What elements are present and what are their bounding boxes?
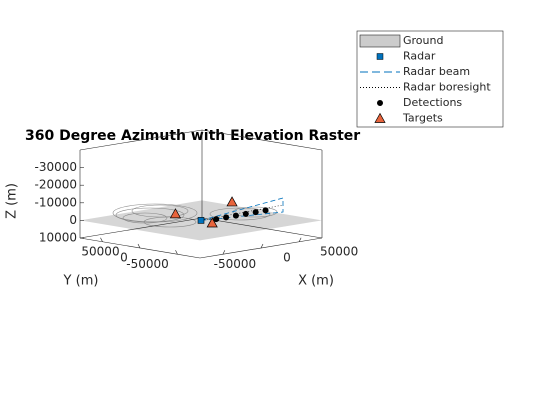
detection: [213, 216, 220, 223]
legend-label: Detections: [403, 96, 462, 109]
x-tick: [222, 250, 226, 255]
legend-item: Radar boresight: [360, 81, 491, 94]
radar-boresight: [200, 204, 284, 221]
y-tick: [137, 243, 141, 249]
legend-label: Targets: [402, 112, 443, 125]
z-tick-label: -20000: [34, 178, 77, 192]
legend-label: Radar beam: [403, 65, 470, 78]
elevation-raster: [112, 203, 278, 228]
x-tick-label: 50000: [320, 244, 358, 258]
z-axis-label: Z (m): [5, 183, 20, 219]
detection: [232, 212, 239, 219]
legend-item: Radar: [376, 50, 436, 63]
target: [206, 217, 218, 228]
box-edge: [79, 217, 203, 239]
x-axis-label: X (m): [298, 274, 334, 289]
legend-item: Radar beam: [360, 65, 470, 78]
legend-label: Ground: [403, 34, 443, 47]
legend-label: Radar: [403, 50, 436, 63]
y-tick-label: 0: [120, 251, 128, 265]
detection: [252, 209, 259, 216]
y-tick-label: -50000: [126, 257, 169, 271]
y-axis-label: Y (m): [63, 274, 99, 289]
target: [226, 196, 238, 207]
legend-swatch: [377, 100, 383, 106]
legend-swatch: [376, 53, 384, 60]
legend-item: Targets: [374, 112, 443, 125]
chart-title: 360 Degree Azimuth with Elevation Raster: [25, 128, 360, 144]
y-tick: [100, 237, 103, 242]
legend-item: Detections: [377, 96, 462, 109]
x-tick-label: -50000: [214, 257, 257, 271]
z-tick-label: -30000: [34, 160, 77, 174]
legend-swatch: [359, 34, 401, 48]
z-tick-label: 10000: [39, 231, 77, 245]
box-edge: [201, 217, 323, 239]
legend-item: Ground: [359, 34, 443, 48]
detection: [223, 214, 230, 221]
legend-swatch: [374, 112, 386, 123]
radar: [197, 217, 205, 224]
detection: [242, 210, 249, 217]
z-tick-label: -10000: [34, 195, 77, 209]
y-tick: [175, 250, 178, 255]
y-tick-label: 50000: [81, 244, 119, 258]
z-tick-label: 0: [69, 213, 77, 227]
box-edge: [79, 129, 203, 151]
detection: [262, 207, 269, 214]
x-tick: [260, 243, 264, 249]
radar-beam: [200, 197, 284, 221]
box-edge: [201, 129, 323, 151]
x-tick: [298, 237, 302, 242]
legend-label: Radar boresight: [403, 81, 491, 94]
x-tick-label: 0: [283, 251, 291, 265]
target: [169, 208, 182, 219]
